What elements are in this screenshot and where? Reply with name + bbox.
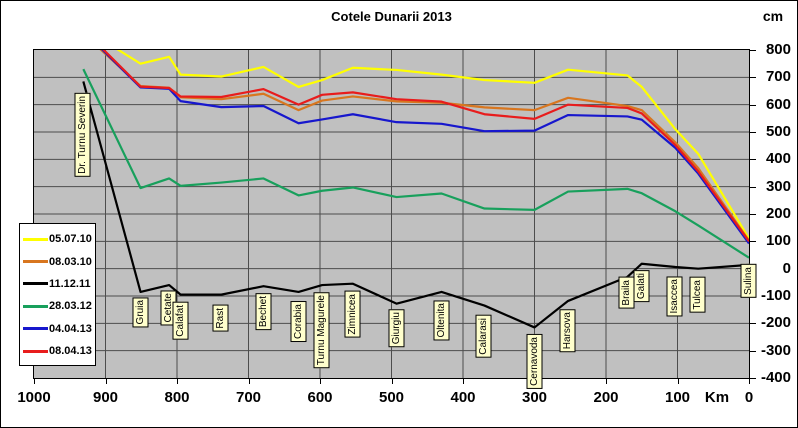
x-tick-label: 500 [378,389,405,406]
station-label: Oltenita [433,300,450,341]
y-tick-mark [750,77,756,79]
y-tick-label: 0 [782,259,791,277]
y-tick-mark [750,104,756,106]
legend-swatch [23,260,48,264]
station-label: Sulina [741,264,757,298]
series-line-08.04.13 [102,50,749,242]
station-label: Calafat [172,302,189,340]
station-label: Isaccea [667,276,683,317]
x-tick-label: 800 [164,389,190,406]
station-label: Corabia [290,301,307,343]
y-axis-unit-label: cm [762,8,784,24]
station-label: Giurgiu [388,309,404,348]
station-label: Harsova [560,309,576,353]
legend-swatch [23,327,48,331]
x-tick-mark [463,379,464,384]
legend-swatch [23,304,48,308]
y-tick-mark [750,241,756,243]
legend: 05.07.10 08.03.10 11.12.11 28.03.12 04.04.13… [19,223,96,366]
plot-svg [34,50,749,378]
y-tick-mark [750,350,756,352]
y-tick-label: 300 [765,177,791,195]
station-label: Zimnicea [344,291,361,338]
y-tick-label: 600 [765,95,791,113]
legend-label: 08.04.13 [49,345,92,358]
series-line-11.12.11 [82,81,749,329]
station-label: Galati [633,270,650,303]
legend-row: 04.04.13 [23,318,95,340]
y-tick-label: 800 [765,41,791,58]
station-label: Turnu Magurele [314,292,330,369]
station-label: Rast [213,305,229,332]
legend-row: 28.03.12 [23,295,95,317]
x-tick-label: 400 [450,389,476,406]
legend-label: 11.12.11 [49,277,91,290]
y-tick-mark [750,132,756,133]
y-tick-mark [750,214,756,215]
y-tick-label: 100 [765,232,791,250]
x-tick-mark [606,379,607,384]
station-label: Cernavoda [526,334,542,389]
legend-label: 04.04.13 [49,322,92,335]
y-tick-mark [750,378,756,379]
legend-swatch [23,282,48,286]
x-axis-unit-label: Km [704,389,730,406]
x-tick-label: 0 [744,389,754,406]
x-tick-mark [105,379,107,384]
series-line-05.07.10 [116,50,749,240]
legend-row: 05.07.10 [23,228,95,250]
series-line-04.04.13 [101,50,749,245]
station-label: Tulcea [690,277,706,313]
x-tick-label: 600 [307,389,333,406]
legend-swatch [23,349,48,353]
y-tick-label: 400 [765,150,791,168]
y-tick-label: 200 [765,205,791,222]
y-tick-mark [750,50,756,51]
y-tick-label: -300 [760,341,791,359]
legend-swatch [23,237,48,241]
y-tick-label: -200 [760,314,791,332]
x-tick-label: 100 [664,389,691,406]
series-line-08.03.10 [99,50,749,242]
y-tick-label: 500 [765,123,791,140]
legend-row: 08.03.10 [23,250,95,272]
y-tick-mark [750,323,756,325]
y-tick-label: 700 [765,68,791,86]
station-label: Calarasi [476,315,492,358]
station-label: Gruia [132,297,149,328]
station-label: Bechet [255,293,271,331]
x-tick-mark [320,379,321,384]
legend-label: 08.03.10 [49,255,92,268]
y-tick-mark [750,186,756,188]
x-tick-mark [391,379,393,384]
chart-title: Cotele Dunarii 2013 [331,9,452,24]
x-tick-mark [677,379,679,384]
x-tick-mark [177,379,178,384]
y-tick-label: -400 [760,369,791,386]
station-label: Braila [619,277,635,309]
legend-label: 05.07.10 [49,233,92,246]
y-tick-mark [750,159,756,161]
y-tick-label: -100 [760,287,791,304]
x-tick-label: 700 [235,389,262,406]
legend-label: 28.03.12 [49,300,92,313]
x-tick-mark [749,379,750,384]
x-tick-label: 200 [593,389,619,406]
station-label: Dr. Turnu Severin [75,93,91,177]
x-tick-label: 900 [92,389,119,406]
x-tick-label: 300 [521,389,548,406]
legend-row: 08.04.13 [23,340,95,362]
x-tick-label: 1000 [17,389,51,406]
legend-row: 11.12.11 [23,273,95,295]
series-line-28.03.12 [82,68,749,259]
x-tick-mark [34,379,35,384]
x-tick-mark [248,379,250,384]
